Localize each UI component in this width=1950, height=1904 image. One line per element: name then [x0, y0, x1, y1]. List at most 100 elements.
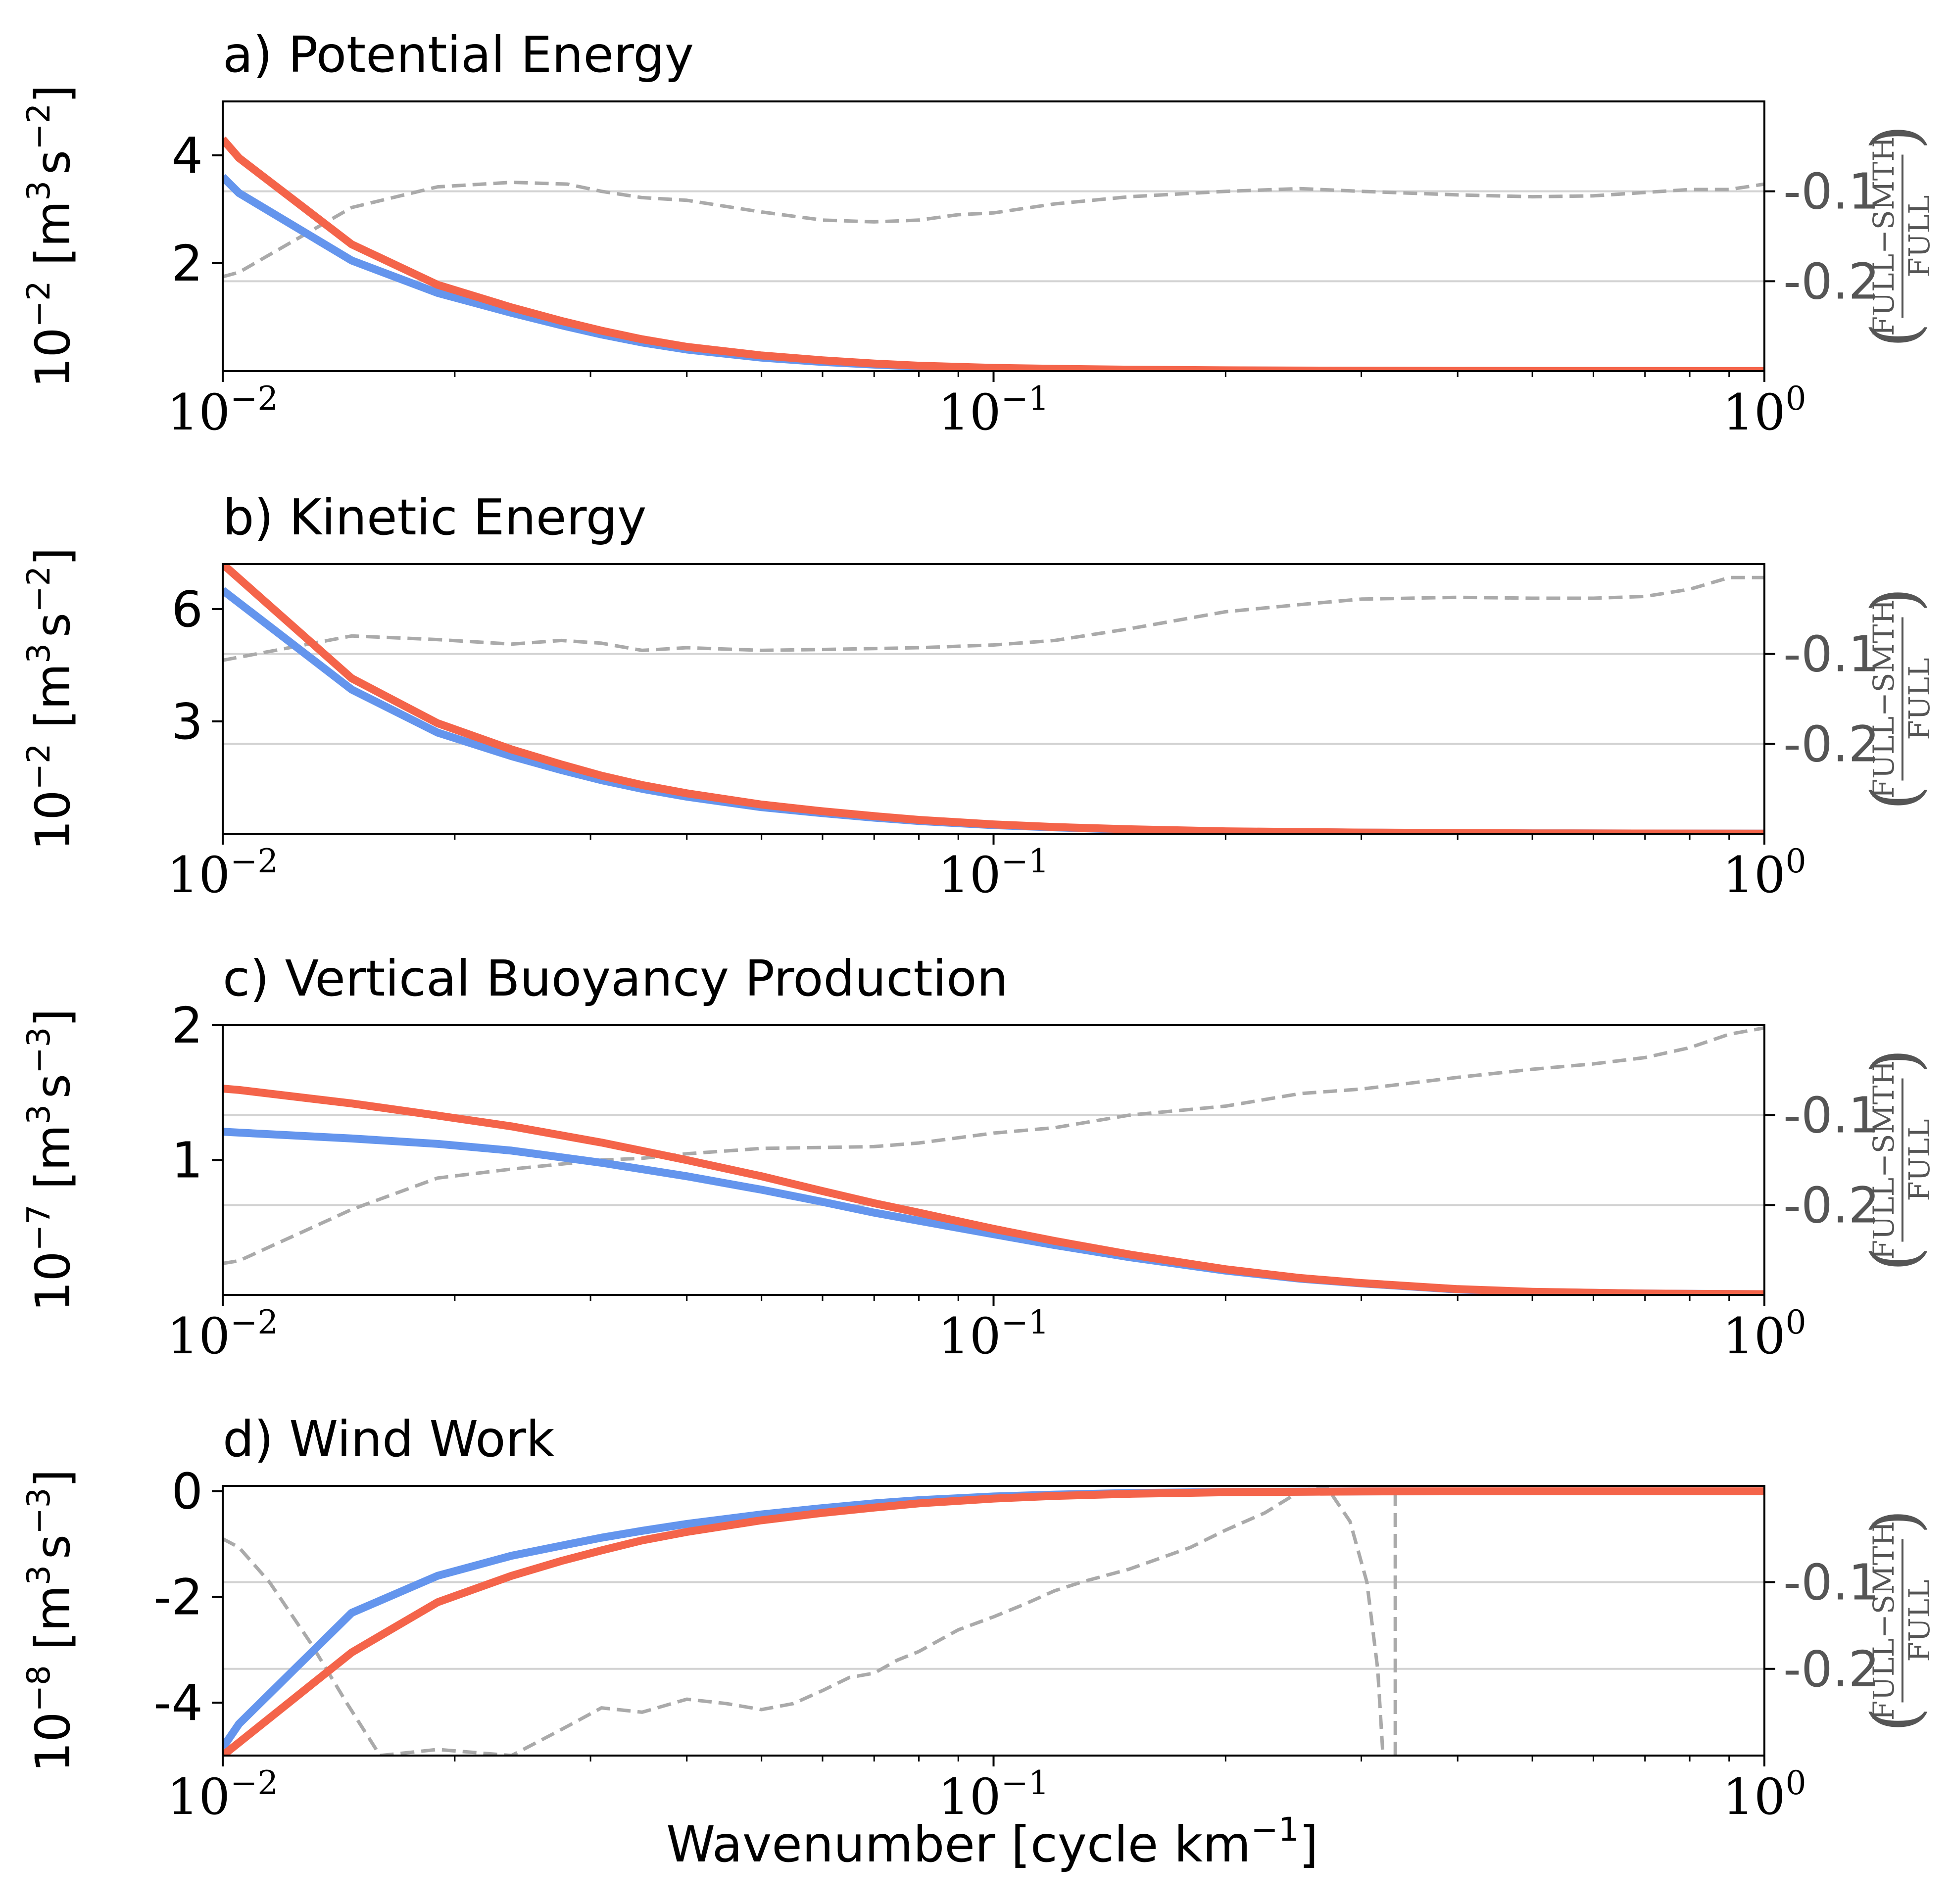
x-tick-base: 10 — [938, 846, 1001, 904]
y-tick-label: 2 — [171, 997, 203, 1054]
right-label-numerator: FULL−SMTH — [1867, 1060, 1901, 1260]
y-label-unit-mid: s — [25, 1074, 81, 1098]
x-tick-exponent: −2 — [230, 380, 278, 418]
y-tick-label: 2 — [171, 235, 203, 292]
panel-title: c) Vertical Buoyancy Production — [223, 950, 1008, 1007]
right-label-open-paren: ( — [1857, 1246, 1933, 1272]
right-label-open-paren: ( — [1857, 785, 1933, 810]
right-label-denominator: FULL — [1902, 658, 1936, 740]
y-axis-label: 10−8 [m3 s−3] — [21, 1469, 81, 1772]
series-line-smooth — [223, 1128, 1764, 1295]
y-label-unit: [m — [25, 1585, 81, 1665]
y-label-prefix: 10 — [25, 1251, 81, 1312]
x-tick-label: 10−1 — [938, 1303, 1049, 1365]
right-y-tick-label: -0.1 — [1783, 625, 1880, 683]
right-label-open-paren: ( — [1857, 323, 1933, 348]
x-tick-base: 10 — [1722, 383, 1785, 441]
right-y-axis-label: (FULL−SMTH FULL) — [1857, 1509, 1936, 1732]
series-line-full — [223, 1487, 1764, 1756]
y-label-close: ] — [25, 547, 81, 566]
y-label-close: ] — [25, 1008, 81, 1027]
panel-4: 10−2 10−1 100-4-20-0.2-0.1d) Wind Work10−8… — [21, 1410, 1936, 1826]
right-y-tick-label: -0.2 — [1783, 715, 1880, 773]
x-tick-base: 10 — [938, 383, 1001, 441]
x-tick-exponent: 0 — [1786, 842, 1806, 880]
y-tick-label: 0 — [171, 1463, 203, 1521]
x-tick-label: 10−2 — [167, 380, 279, 441]
right-y-axis-label: (FULL−SMTH FULL) — [1857, 587, 1936, 810]
x-axis-label-exponent: −1 — [1251, 1810, 1299, 1849]
series-line-ratio — [223, 181, 1764, 279]
series-line-ratio — [223, 1486, 1385, 1756]
y-label-unit: [m — [25, 664, 81, 743]
y-label-unit-mid: s — [25, 613, 81, 637]
right-y-tick-label: -0.2 — [1783, 1640, 1880, 1698]
y-label-prefix-exponent: −2 — [21, 743, 57, 790]
y-label-close: ] — [25, 1469, 81, 1487]
x-tick-exponent: −2 — [230, 1303, 278, 1341]
right-label-denominator: FULL — [1902, 1119, 1936, 1201]
right-label-denominator: FULL — [1902, 1579, 1936, 1662]
panel-title: d) Wind Work — [223, 1410, 555, 1468]
x-tick-exponent: −1 — [1001, 842, 1049, 880]
y-label-unit-exponent: 3 — [21, 1104, 57, 1125]
y-axis-label: 10−7 [m3 s−3] — [21, 1008, 81, 1312]
x-tick-label: 10−1 — [938, 380, 1049, 441]
x-tick-base: 10 — [167, 1768, 230, 1826]
x-tick-label: 100 — [1722, 380, 1806, 441]
right-label-numerator: FULL−SMTH — [1867, 599, 1901, 799]
x-tick-label: 10−1 — [938, 842, 1049, 904]
y-label-unit-exponent: 3 — [21, 643, 57, 664]
y-label-unit-exponent-2: −2 — [21, 103, 57, 150]
x-tick-exponent: −1 — [1001, 1303, 1049, 1341]
x-tick-base: 10 — [1722, 846, 1785, 904]
x-tick-label: 10−2 — [167, 1303, 279, 1365]
y-tick-label: 3 — [171, 693, 203, 751]
y-label-unit-exponent-2: −2 — [21, 566, 57, 613]
right-label-open-paren: ( — [1857, 1707, 1933, 1732]
axes-frame — [222, 1485, 1765, 1757]
x-tick-exponent: 0 — [1786, 1764, 1806, 1802]
x-tick-base: 10 — [167, 846, 230, 904]
y-axis-label: 10−2 [m3s−2] — [21, 547, 81, 851]
y-label-unit-exponent-2: −3 — [21, 1488, 57, 1534]
series-line-smooth — [223, 174, 1764, 371]
x-tick-exponent: −2 — [230, 1764, 278, 1802]
series-line-smooth — [223, 1487, 1764, 1750]
right-y-tick-label: -0.2 — [1783, 1176, 1880, 1234]
y-label-unit-mid: s — [25, 150, 81, 175]
y-label-unit: [m — [25, 201, 81, 281]
y-label-prefix-exponent: −8 — [21, 1665, 57, 1712]
y-label-unit-exponent: 3 — [21, 181, 57, 201]
right-y-tick-label: -0.1 — [1783, 163, 1880, 221]
x-tick-exponent: 0 — [1786, 1303, 1806, 1341]
y-tick-label: -2 — [153, 1568, 203, 1626]
axes-frame — [222, 563, 1765, 835]
x-tick-base: 10 — [1722, 1768, 1785, 1826]
x-tick-label: 10−2 — [167, 842, 279, 904]
axes-frame — [222, 100, 1765, 372]
x-tick-exponent: 0 — [1786, 380, 1806, 418]
x-tick-label: 100 — [1722, 1764, 1806, 1826]
y-label-unit-mid: s — [25, 1534, 81, 1559]
y-label-close: ] — [25, 85, 81, 103]
right-label-numerator: FULL−SMTH — [1867, 1521, 1901, 1720]
right-label-close-paren: ) — [1857, 1048, 1933, 1074]
right-y-tick-label: -0.2 — [1783, 252, 1880, 310]
right-y-tick-label: -0.1 — [1783, 1087, 1880, 1144]
y-tick-label: 4 — [171, 127, 203, 185]
x-tick-label: 10−2 — [167, 1764, 279, 1826]
series-line-full — [223, 137, 1764, 371]
right-label-denominator: FULL — [1902, 195, 1936, 277]
right-y-axis-label: (FULL−SMTH FULL) — [1857, 125, 1936, 348]
y-label-unit-exponent: 3 — [21, 1565, 57, 1585]
y-tick-label: 6 — [171, 580, 203, 638]
y-label-prefix: 10 — [25, 1712, 81, 1772]
series-line-smooth — [223, 587, 1764, 834]
x-tick-base: 10 — [167, 1307, 230, 1365]
